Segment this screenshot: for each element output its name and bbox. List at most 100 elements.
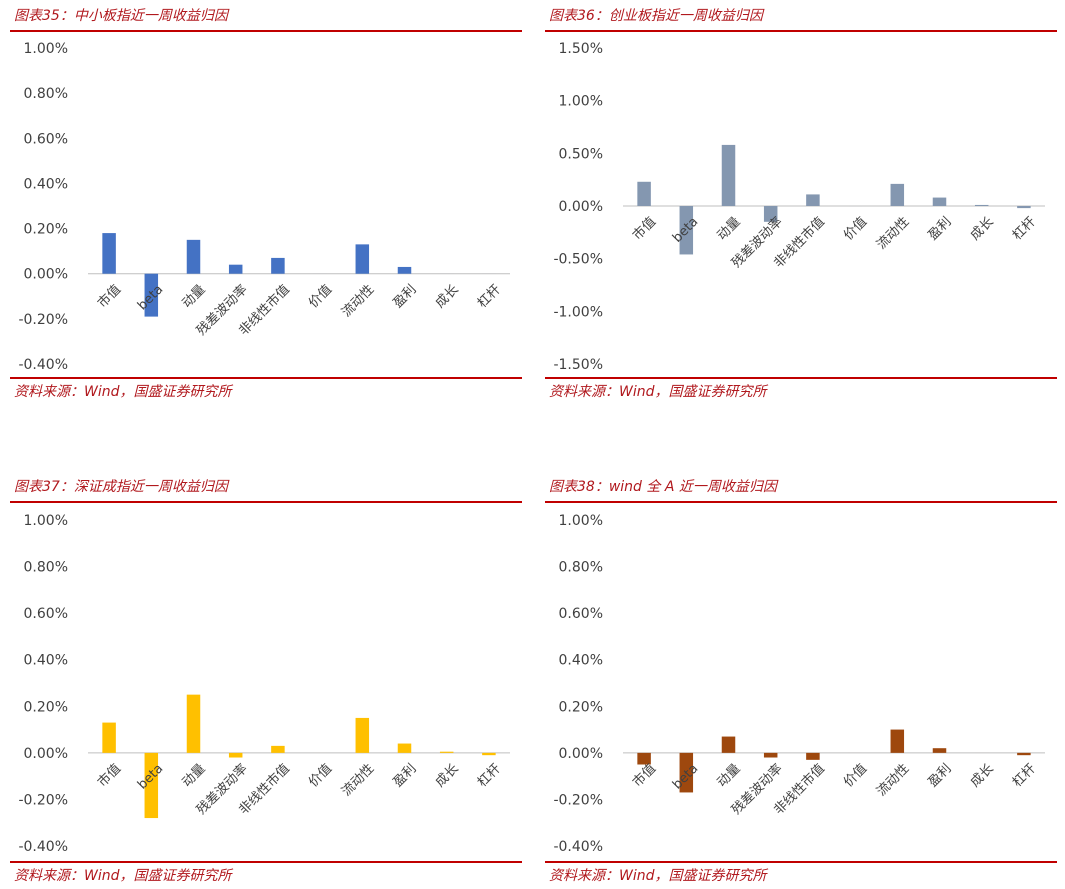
y-tick-label: 0.60% xyxy=(24,131,68,147)
category-label: 杠杆 xyxy=(1009,761,1039,791)
bar xyxy=(890,183,905,206)
bar xyxy=(186,694,201,753)
bar xyxy=(806,194,820,206)
y-tick-label: -1.50% xyxy=(553,357,603,373)
y-tick-label: 1.00% xyxy=(24,513,68,529)
y-tick-label: 1.50% xyxy=(559,41,603,57)
category-label: 成长 xyxy=(433,761,462,790)
y-tick-label: 0.00% xyxy=(24,746,68,762)
y-tick-label: 0.80% xyxy=(24,560,68,576)
category-label: 盈利 xyxy=(391,761,420,790)
bar-chart-36: 1.50% 1.00% 0.50% 0.00% -0.50% -1.00% -1.50% 市值… xyxy=(553,41,1045,373)
y-tick-label: 0.20% xyxy=(24,699,68,715)
category-label: 杠杆 xyxy=(474,281,504,311)
bar xyxy=(355,244,370,274)
category-label: 动量 xyxy=(715,761,744,790)
bar-chart-38: 1.00% 0.80% 0.60% 0.40% 0.20% 0.00% -0.20% -0.4… xyxy=(553,513,1045,855)
bar xyxy=(144,273,159,317)
y-tick-label: -1.00% xyxy=(553,304,603,320)
source-rule xyxy=(545,377,1057,379)
chart-panel-38: 图表38：wind 全 A 近一周收益归因 1.00% 0.80% 0.60% 0.4… xyxy=(545,472,1057,889)
y-tick-label: 1.00% xyxy=(559,513,603,529)
title-rule xyxy=(10,501,522,503)
chart-panel-35: 图表35：中小板指近一周收益归因 1.00% 0.80% 0.60% 0.40% 0.2… xyxy=(10,0,522,410)
bar xyxy=(355,717,370,753)
category-label: 流动性 xyxy=(874,214,912,252)
category-label: 价值 xyxy=(305,281,335,311)
y-tick-label: -0.40% xyxy=(18,839,68,855)
source-note: 资料来源：Wind，国盛证券研究所 xyxy=(549,384,767,400)
bar xyxy=(1017,206,1031,209)
y-tick-label: -0.40% xyxy=(553,839,603,855)
category-label: 动量 xyxy=(715,214,744,243)
bar xyxy=(186,239,201,274)
y-tick-label: 0.00% xyxy=(24,267,68,283)
source-rule xyxy=(545,861,1057,863)
chart-title: 图表38：wind 全 A 近一周收益归因 xyxy=(549,479,777,495)
category-label: 流动性 xyxy=(339,282,377,320)
category-label: 流动性 xyxy=(874,761,912,799)
y-tick-label: 0.20% xyxy=(24,222,68,238)
y-tick-label: 0.60% xyxy=(24,606,68,622)
y-tick-label: 0.80% xyxy=(559,560,603,576)
source-rule xyxy=(10,861,522,863)
bar xyxy=(974,204,989,206)
category-label: 动量 xyxy=(180,761,209,790)
bar xyxy=(679,206,694,255)
bar xyxy=(890,729,905,753)
bar xyxy=(228,264,243,274)
bar xyxy=(721,736,736,753)
chart-panel-36: 图表36：创业板指近一周收益归因 1.50% 1.00% 0.50% 0.00% -0.… xyxy=(545,0,1057,410)
bar xyxy=(932,748,947,753)
bar-chart-37: 1.00% 0.80% 0.60% 0.40% 0.20% 0.00% -0.20% -0.4… xyxy=(18,513,510,855)
y-tick-label: 0.40% xyxy=(24,176,68,192)
y-tick-label: 0.40% xyxy=(559,653,603,669)
category-label: 盈利 xyxy=(926,214,955,243)
source-note: 资料来源：Wind，国盛证券研究所 xyxy=(549,868,767,884)
source-rule xyxy=(10,377,522,379)
category-label: 成长 xyxy=(968,761,997,790)
category-label: 盈利 xyxy=(391,282,420,311)
y-tick-label: 0.40% xyxy=(24,653,68,669)
bar xyxy=(1017,752,1031,756)
y-tick-label: 0.20% xyxy=(559,699,603,715)
y-tick-label: -0.20% xyxy=(18,312,68,328)
bar xyxy=(271,745,285,753)
bar xyxy=(102,722,116,753)
bar xyxy=(439,751,454,753)
title-rule xyxy=(545,501,1057,503)
category-label: 市值 xyxy=(94,761,124,791)
category-label: 盈利 xyxy=(926,761,955,790)
y-tick-label: 1.00% xyxy=(559,94,603,110)
category-label: 成长 xyxy=(968,214,997,243)
y-tick-label: -0.20% xyxy=(553,792,603,808)
chart-title: 图表36：创业板指近一周收益归因 xyxy=(549,8,763,24)
bar xyxy=(763,752,778,758)
category-label: 市值 xyxy=(629,761,659,791)
bar xyxy=(932,197,947,206)
source-note: 资料来源：Wind，国盛证券研究所 xyxy=(14,384,232,400)
y-tick-label: -0.40% xyxy=(18,357,68,373)
source-note: 资料来源：Wind，国盛证券研究所 xyxy=(14,868,232,884)
y-tick-label: -0.20% xyxy=(18,792,68,808)
title-rule xyxy=(545,30,1057,32)
bar xyxy=(721,144,736,206)
bar xyxy=(482,752,496,756)
chart-title: 图表35：中小板指近一周收益归因 xyxy=(14,8,228,24)
y-tick-label: 0.00% xyxy=(559,199,603,215)
category-label: 杠杆 xyxy=(1009,214,1039,244)
category-label: 流动性 xyxy=(339,761,377,799)
y-tick-label: 1.00% xyxy=(24,41,68,57)
chart-panel-37: 图表37：深证成指近一周收益归因 1.00% 0.80% 0.60% 0.40% 0.2… xyxy=(10,472,522,889)
bar xyxy=(144,752,159,819)
bar xyxy=(637,181,651,206)
category-label: 价值 xyxy=(840,761,870,791)
y-tick-label: 0.80% xyxy=(24,86,68,102)
category-label: 市值 xyxy=(94,281,124,311)
bar xyxy=(637,752,651,765)
y-tick-label: -0.50% xyxy=(553,252,603,268)
bar-chart-35: 1.00% 0.80% 0.60% 0.40% 0.20% 0.00% -0.20% -0.4… xyxy=(18,41,510,373)
bar xyxy=(102,233,116,274)
category-label: 价值 xyxy=(305,761,335,791)
bar xyxy=(806,752,820,760)
